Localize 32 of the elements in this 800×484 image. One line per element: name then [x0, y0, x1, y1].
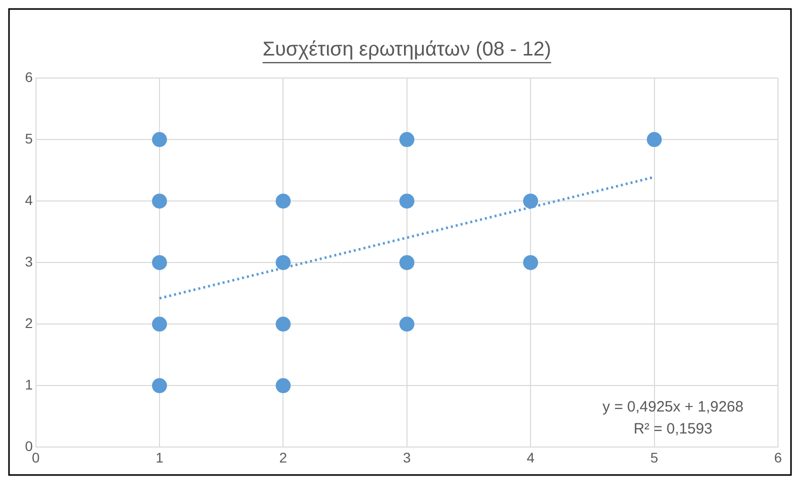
- point: [399, 194, 414, 209]
- x-tick-label: 4: [526, 449, 535, 466]
- x-tick-label: 5: [650, 449, 658, 466]
- point: [152, 255, 167, 270]
- point: [152, 194, 167, 209]
- y-tick-label: 0: [24, 438, 33, 454]
- point: [399, 255, 414, 270]
- point: [399, 132, 414, 148]
- annotation: R² = 0,1593: [634, 420, 712, 438]
- point: [399, 316, 414, 332]
- point: [646, 132, 662, 148]
- x-tick-label: 3: [402, 449, 411, 466]
- point: [152, 132, 167, 148]
- y-tick-label: 3: [24, 253, 33, 270]
- y-tick-label: 1: [24, 376, 33, 393]
- point: [276, 316, 291, 332]
- annotation: y = 0,4925x + 1,9268: [602, 398, 744, 416]
- point: [276, 194, 291, 209]
- point: [152, 378, 167, 394]
- x-tick-label: 1: [156, 449, 164, 466]
- point: [276, 378, 291, 394]
- point: [276, 255, 291, 270]
- x-tick-label: 6: [774, 449, 782, 466]
- point: [523, 194, 538, 209]
- point: [152, 316, 167, 332]
- y-tick-label: 5: [24, 130, 33, 146]
- chart-title: Συσχέτιση ερωτημάτων (08 - 12): [262, 38, 552, 61]
- y-tick-label: 4: [24, 192, 33, 208]
- y-tick-label: 6: [24, 68, 33, 85]
- x-tick-label: 2: [279, 449, 288, 466]
- y-tick-label: 2: [24, 314, 33, 331]
- point: [523, 255, 538, 270]
